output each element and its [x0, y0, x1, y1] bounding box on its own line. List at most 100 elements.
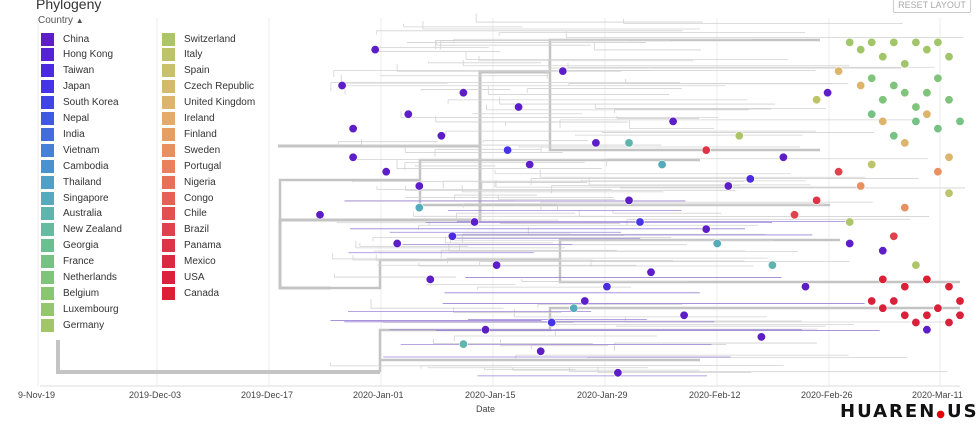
legend-item[interactable]: Italy	[162, 48, 202, 62]
tip-china	[436, 131, 446, 141]
legend-item[interactable]: USA	[162, 271, 205, 285]
tip-china	[646, 267, 656, 277]
legend-label: Canada	[184, 287, 220, 299]
legend-item[interactable]: Japan	[41, 80, 90, 94]
legend-swatch	[162, 64, 175, 78]
legend-item[interactable]: Czech Republic	[162, 80, 254, 94]
tip-netherlands	[878, 95, 888, 105]
legend-swatch	[41, 255, 54, 269]
tip-china	[315, 210, 325, 220]
tip-china	[425, 274, 435, 284]
legend-swatch	[41, 239, 54, 253]
legend-label: Cambodia	[63, 160, 109, 172]
legend-item[interactable]: India	[41, 127, 85, 141]
tip-switzerland	[845, 217, 855, 227]
tip-germany	[933, 37, 943, 47]
legend-item[interactable]: United Kingdom	[162, 96, 255, 110]
legend-label: Congo	[184, 192, 214, 204]
legend-item[interactable]: Nepal	[41, 112, 89, 126]
tip-taiwan	[447, 231, 457, 241]
reset-layout-button[interactable]: RESET LAYOUT	[893, 0, 971, 13]
legend-swatch	[41, 207, 54, 221]
legend-swatch	[162, 48, 175, 62]
legend-item[interactable]: Switzerland	[162, 32, 236, 46]
legend-swatch	[162, 286, 175, 300]
x-tick-label: 2020-Jan-29	[577, 390, 628, 400]
legend-item[interactable]: Vietnam	[41, 143, 100, 157]
legend-item[interactable]: Congo	[162, 191, 213, 205]
legend-item[interactable]: France	[41, 255, 94, 269]
legend-swatch	[41, 286, 54, 300]
tip-china	[480, 325, 490, 335]
x-axis-title: Date	[476, 404, 496, 414]
legend-swatch	[162, 223, 175, 237]
legend-item[interactable]: Germany	[41, 318, 104, 332]
tip-china	[492, 260, 502, 270]
legend-item[interactable]: Spain	[162, 64, 210, 78]
legend-item[interactable]: Ireland	[162, 112, 215, 126]
tip-taiwan	[602, 282, 612, 292]
country-legend-toggle[interactable]: Country ▲	[38, 15, 84, 26]
legend-label: USA	[184, 272, 205, 283]
legend-item[interactable]: Mexico	[162, 255, 216, 269]
legend-item[interactable]: Belgium	[41, 286, 99, 300]
legend-item[interactable]: Taiwan	[41, 64, 94, 78]
legend-label: Nepal	[63, 113, 90, 124]
tip-taiwan	[745, 174, 755, 184]
legend-item[interactable]: Cambodia	[41, 159, 109, 173]
legend-item[interactable]: China	[41, 32, 89, 46]
legend-item[interactable]: Singapore	[41, 191, 109, 205]
legend-label: Portugal	[184, 160, 222, 172]
tip-china	[337, 81, 347, 91]
tip-canada	[878, 274, 888, 284]
legend-item[interactable]: Netherlands	[41, 271, 117, 285]
legend-swatch	[162, 255, 175, 269]
tree-branch	[378, 306, 960, 372]
tip-germany	[922, 45, 932, 55]
x-tick-label: 2020-Jan-15	[465, 390, 516, 400]
legend-label: Czech Republic	[184, 81, 255, 93]
x-tick-label: 2020-Jan-01	[353, 390, 404, 400]
legend-swatch	[41, 318, 54, 332]
legend-item[interactable]: Thailand	[41, 175, 101, 189]
legend-item[interactable]: Chile	[162, 207, 207, 221]
legend-item[interactable]: Portugal	[162, 159, 221, 173]
legend-swatch	[41, 96, 54, 110]
legend-label: Sweden	[184, 144, 221, 156]
legend-item[interactable]: Canada	[162, 286, 219, 300]
tip-singapore	[569, 303, 579, 313]
tip-china	[800, 282, 810, 292]
legend-label: Japan	[63, 81, 91, 93]
legend-item[interactable]: Luxembourg	[41, 302, 119, 316]
legend-swatch	[162, 96, 175, 110]
legend-item[interactable]: South Korea	[41, 96, 119, 110]
legend-item[interactable]: Panama	[162, 239, 221, 253]
legend-item[interactable]: Hong Kong	[41, 48, 113, 62]
tip-usa	[944, 317, 954, 327]
tip-china	[536, 346, 546, 356]
legend-item[interactable]: Brazil	[162, 223, 209, 237]
legend-item[interactable]: Finland	[162, 127, 217, 141]
legend-item[interactable]: Sweden	[162, 143, 220, 157]
legend-item[interactable]: Australia	[41, 207, 102, 221]
tip-usa	[955, 310, 965, 320]
legend-swatch	[162, 143, 175, 157]
legend-item[interactable]: Nigeria	[162, 175, 216, 189]
tip-italy	[867, 160, 877, 170]
x-tick-label: 9-Nov-19	[18, 390, 56, 400]
legend-item[interactable]: New Zealand	[41, 223, 122, 237]
tip-china	[624, 195, 634, 205]
tip-usa	[878, 303, 888, 313]
tip-sweden	[856, 181, 866, 191]
legend-item[interactable]: Georgia	[41, 239, 99, 253]
tip-germany	[845, 37, 855, 47]
legend-swatch	[41, 271, 54, 284]
tip-germany	[900, 59, 910, 69]
tip-china	[414, 181, 424, 191]
legend-label: Brazil	[184, 224, 210, 236]
tip-brazil	[834, 167, 844, 177]
tip-china	[679, 310, 689, 320]
tip-netherlands	[867, 73, 877, 83]
tip-japan	[547, 317, 557, 327]
x-tick-label: 2020-Feb-26	[801, 390, 853, 400]
